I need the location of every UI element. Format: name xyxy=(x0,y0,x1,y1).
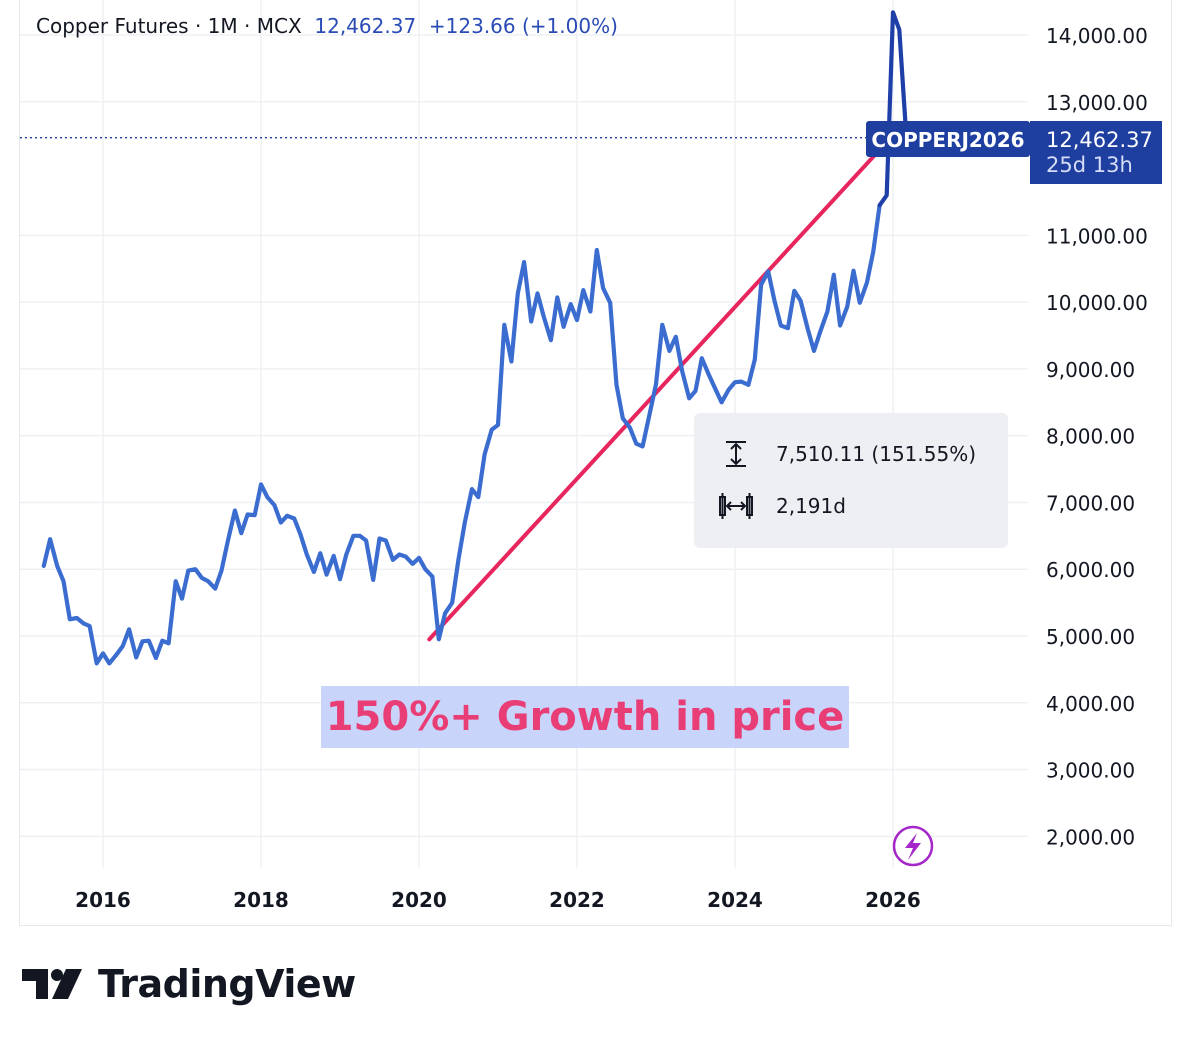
separator: · xyxy=(188,14,208,38)
y-tick-label: 10,000.00 xyxy=(1046,291,1148,315)
symbol-name[interactable]: Copper Futures xyxy=(36,14,189,38)
tradingview-logo[interactable]: TradingView xyxy=(22,962,356,1006)
interval[interactable]: 1M xyxy=(207,14,238,38)
last-price: 12,462.37 xyxy=(314,14,417,38)
chart-header: Copper Futures · 1M · MCX 12,462.37 +123… xyxy=(36,14,618,38)
y-tick-label: 11,000.00 xyxy=(1046,224,1148,248)
series-line-recent xyxy=(877,10,909,208)
measure-tooltip: 7,510.11 (151.55%) 2,191d xyxy=(694,413,1008,548)
price-label: 12,462.37 xyxy=(1046,128,1153,152)
lightning-icon[interactable] xyxy=(892,825,934,867)
horizontal-range-icon xyxy=(719,493,753,519)
measure-duration-row: 2,191d xyxy=(716,491,846,521)
countdown-label: 25d 13h xyxy=(1046,153,1133,177)
x-tick-label: 2026 xyxy=(865,888,921,912)
y-tick-label: 3,000.00 xyxy=(1046,759,1135,783)
x-tick-label: 2016 xyxy=(75,888,131,912)
y-tick-label: 8,000.00 xyxy=(1046,425,1135,449)
y-axis: 2,000.00 3,000.00 4,000.00 5,000.00 6,000.00… xyxy=(1046,24,1148,849)
y-tick-label: 2,000.00 xyxy=(1046,825,1135,849)
y-tick-label: 6,000.00 xyxy=(1046,558,1135,582)
measure-price-range: 7,510.11 (151.55%) xyxy=(776,442,977,466)
tradingview-logo-icon xyxy=(22,969,82,999)
vertical-range-icon xyxy=(726,441,746,467)
measure-price-row: 7,510.11 (151.55%) xyxy=(716,439,976,469)
y-tick-label: 4,000.00 xyxy=(1046,692,1135,716)
y-tick-label: 7,000.00 xyxy=(1046,491,1135,515)
measure-duration: 2,191d xyxy=(776,494,846,518)
tradingview-logo-text: TradingView xyxy=(98,962,356,1006)
series-line xyxy=(41,203,882,666)
x-tick-label: 2022 xyxy=(549,888,605,912)
x-tick-label: 2018 xyxy=(233,888,289,912)
trend-line xyxy=(427,135,893,642)
separator: · xyxy=(237,14,257,38)
last-price-label: COPPERJ2026 12,462.37 25d 13h xyxy=(866,121,1162,184)
chart-canvas[interactable]: 2,000.00 3,000.00 4,000.00 5,000.00 6,000.00… xyxy=(0,0,1192,930)
y-tick-label: 9,000.00 xyxy=(1046,358,1135,382)
ticker-label: COPPERJ2026 xyxy=(871,128,1024,152)
price-label-bg xyxy=(1030,121,1162,184)
y-tick-label: 5,000.00 xyxy=(1046,625,1135,649)
x-tick-label: 2020 xyxy=(391,888,447,912)
x-tick-label: 2024 xyxy=(707,888,763,912)
price-change-percent: (+1.00%) xyxy=(522,14,618,38)
y-tick-label: 14,000.00 xyxy=(1046,24,1148,48)
x-axis: 2016 2018 2020 2022 2024 2026 xyxy=(75,888,921,912)
ticker-label-bg xyxy=(866,121,1030,157)
exchange: MCX xyxy=(256,14,302,38)
y-tick-label: 13,000.00 xyxy=(1046,91,1148,115)
growth-annotation[interactable]: 150%+ Growth in price xyxy=(321,686,849,748)
chart-frame xyxy=(19,0,1172,926)
price-change: +123.66 xyxy=(428,14,516,38)
